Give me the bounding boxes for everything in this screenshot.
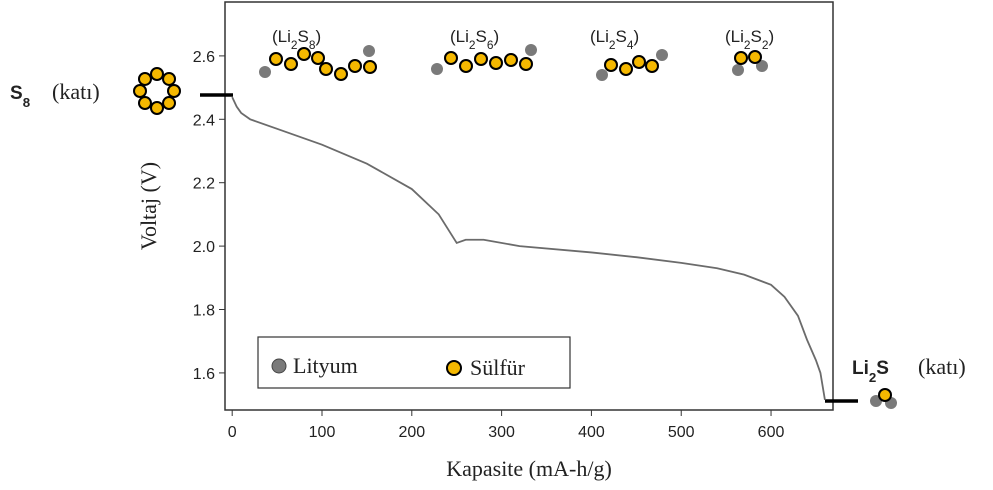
- species-label: (Li2S6): [450, 27, 499, 52]
- legend-swatch: [446, 360, 462, 376]
- x-tick-label: 200: [398, 424, 425, 441]
- sulfur-atom: [444, 51, 458, 65]
- sulfur-atom: [363, 60, 377, 74]
- start-formula-part: 8: [23, 95, 30, 110]
- species-label-part: 2: [469, 38, 476, 52]
- species-label-part: 4: [627, 38, 634, 52]
- lithium-atom: [431, 63, 443, 75]
- sulfur-atom: [133, 84, 147, 98]
- sulfur-atom: [504, 53, 518, 67]
- species-label-part: S: [751, 27, 762, 46]
- sulfur-atom: [604, 58, 618, 72]
- sulfur-atom: [348, 59, 362, 73]
- plot-frame: [224, 1, 834, 411]
- lithium-atom: [525, 44, 537, 56]
- lithium-atom: [756, 60, 768, 72]
- species-label: (Li2S2): [725, 27, 774, 52]
- x-tick-label: 600: [758, 424, 785, 441]
- sulfur-atom: [645, 59, 659, 73]
- species-label-part: ): [769, 27, 775, 46]
- end-formula-part: 2: [869, 370, 876, 385]
- sulfur-atom: [619, 62, 633, 76]
- sulfur-atom: [269, 52, 283, 66]
- y-axis-label: Voltaj (V): [136, 162, 161, 250]
- x-axis-label: Kapasite (mA-h/g): [446, 456, 612, 481]
- lithium-atom: [732, 64, 744, 76]
- sulfur-atom: [319, 62, 333, 76]
- sulfur-atom: [632, 55, 646, 69]
- species-label-part: (Li: [590, 27, 609, 46]
- y-tick-label: 1.6: [193, 366, 215, 383]
- lithium-atom: [656, 49, 668, 61]
- species-label-part: (Li: [272, 27, 291, 46]
- species-label-part: S: [476, 27, 487, 46]
- sulfur-atom: [459, 59, 473, 73]
- sulfur-atom: [162, 96, 177, 111]
- x-tick-label: 500: [668, 424, 695, 441]
- y-tick-label: 2.0: [193, 239, 215, 256]
- sulfur-atom: [167, 84, 181, 98]
- end-formula-part: Li: [852, 358, 869, 379]
- end-formula: Li2S: [852, 358, 889, 385]
- start-formula: S8: [10, 83, 30, 110]
- sulfur-atom: [734, 51, 748, 65]
- species-label-part: ): [316, 27, 322, 46]
- line: [231, 96, 826, 401]
- molecules: [133, 44, 897, 409]
- species-label-part: S: [298, 27, 309, 46]
- legend-swatch: [271, 358, 287, 374]
- legend-box: [257, 336, 571, 389]
- y-tick-label: 2.6: [193, 49, 215, 66]
- species-label-part: 8: [309, 38, 316, 52]
- sulfur-atom: [489, 56, 503, 70]
- legend-label: Sülfür: [470, 355, 526, 380]
- end-state: (katı): [918, 354, 966, 379]
- lithium-atom: [596, 69, 608, 81]
- species-label-part: 2: [609, 38, 616, 52]
- end-formula-part: S: [876, 358, 889, 379]
- sulfur-atom: [311, 51, 325, 65]
- species-label-part: ): [634, 27, 640, 46]
- x-tick-label: 0: [228, 424, 237, 441]
- sulfur-atom: [519, 57, 533, 71]
- sulfur-atom: [284, 57, 298, 71]
- sulfur-atom: [137, 96, 152, 111]
- y-tick-label: 2.4: [193, 112, 215, 129]
- sulfur-atom: [474, 52, 488, 66]
- species-label: (Li2S4): [590, 27, 639, 52]
- sulfur-atom: [878, 388, 892, 402]
- sulfur-atom: [150, 67, 164, 81]
- x-tick-label: 100: [309, 424, 336, 441]
- lithium-atom: [259, 66, 271, 78]
- sulfur-atom: [334, 67, 348, 81]
- sulfur-atom: [150, 101, 164, 115]
- species-label-part: S: [616, 27, 627, 46]
- species-label-part: (Li: [725, 27, 744, 46]
- y-tick-label: 2.2: [193, 176, 215, 193]
- sulfur-atom: [748, 50, 762, 64]
- legend-label: Lityum: [293, 353, 358, 378]
- species-label-part: 6: [487, 38, 494, 52]
- species-label-part: 2: [291, 38, 298, 52]
- sulfur-atom: [297, 47, 311, 61]
- lithium-atom: [363, 45, 375, 57]
- x-tick-label: 300: [488, 424, 515, 441]
- species-label-part: (Li: [450, 27, 469, 46]
- species-label-part: ): [494, 27, 500, 46]
- y-tick-label: 1.8: [193, 303, 215, 320]
- species-label-part: 2: [762, 38, 769, 52]
- sulfur-atom: [137, 71, 152, 86]
- sulfur-atom: [162, 71, 177, 86]
- x-tick-label: 400: [578, 424, 605, 441]
- start-formula-part: S: [10, 83, 23, 104]
- start-state: (katı): [52, 79, 100, 104]
- species-label: (Li2S8): [272, 27, 321, 52]
- species-label-part: 2: [744, 38, 751, 52]
